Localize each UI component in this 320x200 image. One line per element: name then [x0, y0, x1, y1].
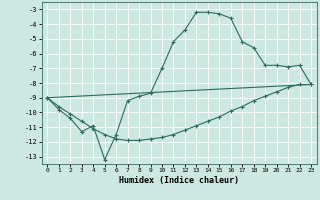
X-axis label: Humidex (Indice chaleur): Humidex (Indice chaleur)	[119, 176, 239, 185]
